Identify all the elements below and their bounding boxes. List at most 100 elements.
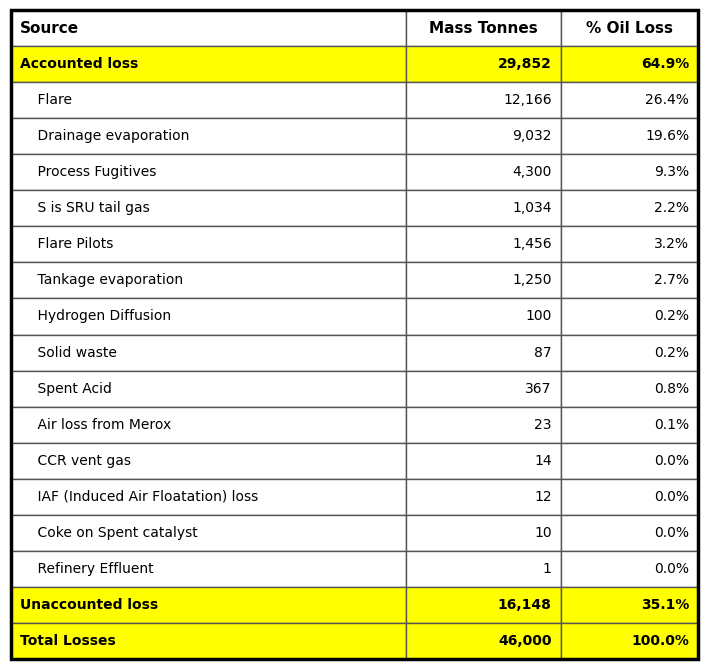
Text: Drainage evaporation: Drainage evaporation [20, 129, 189, 143]
Bar [11, 46, 406, 82]
Text: Flare Pilots: Flare Pilots [20, 237, 113, 252]
Text: 2.7%: 2.7% [654, 274, 689, 288]
Bar [561, 46, 698, 82]
Text: Total Losses: Total Losses [20, 634, 116, 648]
Bar [561, 334, 698, 371]
Bar [406, 46, 561, 82]
Text: 1,034: 1,034 [512, 201, 552, 215]
Bar [561, 262, 698, 298]
Text: Process Fugitives: Process Fugitives [20, 165, 156, 179]
Bar [406, 298, 561, 334]
Bar [406, 190, 561, 226]
Text: Hydrogen Diffusion: Hydrogen Diffusion [20, 310, 171, 324]
Bar [561, 443, 698, 479]
Text: 2.2%: 2.2% [654, 201, 689, 215]
Text: 14: 14 [534, 454, 552, 468]
Bar [11, 587, 406, 623]
Bar [11, 82, 406, 118]
Text: Flare: Flare [20, 93, 72, 107]
Text: 0.0%: 0.0% [654, 526, 689, 540]
Text: 9,032: 9,032 [512, 129, 552, 143]
Bar [561, 479, 698, 514]
Text: % Oil Loss: % Oil Loss [586, 21, 673, 35]
Bar [11, 407, 406, 443]
Text: 46,000: 46,000 [498, 634, 552, 648]
Bar [406, 623, 561, 659]
Text: 12: 12 [534, 490, 552, 504]
Text: 0.2%: 0.2% [654, 310, 689, 324]
Text: 3.2%: 3.2% [654, 237, 689, 252]
Text: 0.2%: 0.2% [654, 345, 689, 359]
Text: 4,300: 4,300 [512, 165, 552, 179]
Bar [11, 118, 406, 155]
Bar [11, 371, 406, 407]
Text: 1: 1 [542, 562, 552, 576]
Text: 0.8%: 0.8% [654, 381, 689, 395]
Bar [406, 118, 561, 155]
Bar [11, 443, 406, 479]
Text: 0.0%: 0.0% [654, 490, 689, 504]
Bar [561, 407, 698, 443]
Bar [11, 623, 406, 659]
Text: 0.0%: 0.0% [654, 454, 689, 468]
Text: 1,456: 1,456 [512, 237, 552, 252]
Text: 12,166: 12,166 [503, 93, 552, 107]
Bar [561, 82, 698, 118]
Bar [561, 118, 698, 155]
Text: 9.3%: 9.3% [654, 165, 689, 179]
Bar [406, 407, 561, 443]
Bar [406, 10, 561, 46]
Text: 0.0%: 0.0% [654, 562, 689, 576]
Bar [561, 587, 698, 623]
Bar [406, 155, 561, 190]
Text: 100: 100 [525, 310, 552, 324]
Text: S is SRU tail gas: S is SRU tail gas [20, 201, 150, 215]
Text: 19.6%: 19.6% [645, 129, 689, 143]
Text: 87: 87 [534, 345, 552, 359]
Bar [11, 190, 406, 226]
Bar [561, 226, 698, 262]
Bar [11, 514, 406, 551]
Bar [406, 443, 561, 479]
Bar [11, 334, 406, 371]
Text: Solid waste: Solid waste [20, 345, 117, 359]
Text: Source: Source [20, 21, 79, 35]
Bar [406, 479, 561, 514]
Text: CCR vent gas: CCR vent gas [20, 454, 131, 468]
Text: 23: 23 [534, 417, 552, 432]
Text: 1,250: 1,250 [512, 274, 552, 288]
Bar [561, 371, 698, 407]
Text: Refinery Effluent: Refinery Effluent [20, 562, 153, 576]
Text: 64.9%: 64.9% [641, 57, 689, 71]
Bar [561, 623, 698, 659]
Bar [406, 587, 561, 623]
Text: Unaccounted loss: Unaccounted loss [20, 598, 158, 612]
Text: Spent Acid: Spent Acid [20, 381, 112, 395]
Bar [406, 262, 561, 298]
Text: 367: 367 [525, 381, 552, 395]
Bar [561, 551, 698, 587]
Bar [11, 479, 406, 514]
Bar [11, 226, 406, 262]
Bar [561, 155, 698, 190]
Bar [11, 10, 406, 46]
Bar [406, 514, 561, 551]
Bar [561, 10, 698, 46]
Bar [561, 190, 698, 226]
Bar [406, 82, 561, 118]
Bar [406, 551, 561, 587]
Text: Mass Tonnes: Mass Tonnes [429, 21, 538, 35]
Text: 26.4%: 26.4% [645, 93, 689, 107]
Text: Tankage evaporation: Tankage evaporation [20, 274, 183, 288]
Text: Accounted loss: Accounted loss [20, 57, 138, 71]
Bar [11, 551, 406, 587]
Text: IAF (Induced Air Floatation) loss: IAF (Induced Air Floatation) loss [20, 490, 258, 504]
Text: 35.1%: 35.1% [641, 598, 689, 612]
Bar [561, 514, 698, 551]
Bar [11, 298, 406, 334]
Bar [11, 155, 406, 190]
Bar [561, 298, 698, 334]
Text: Coke on Spent catalyst: Coke on Spent catalyst [20, 526, 198, 540]
Text: 10: 10 [534, 526, 552, 540]
Bar [406, 371, 561, 407]
